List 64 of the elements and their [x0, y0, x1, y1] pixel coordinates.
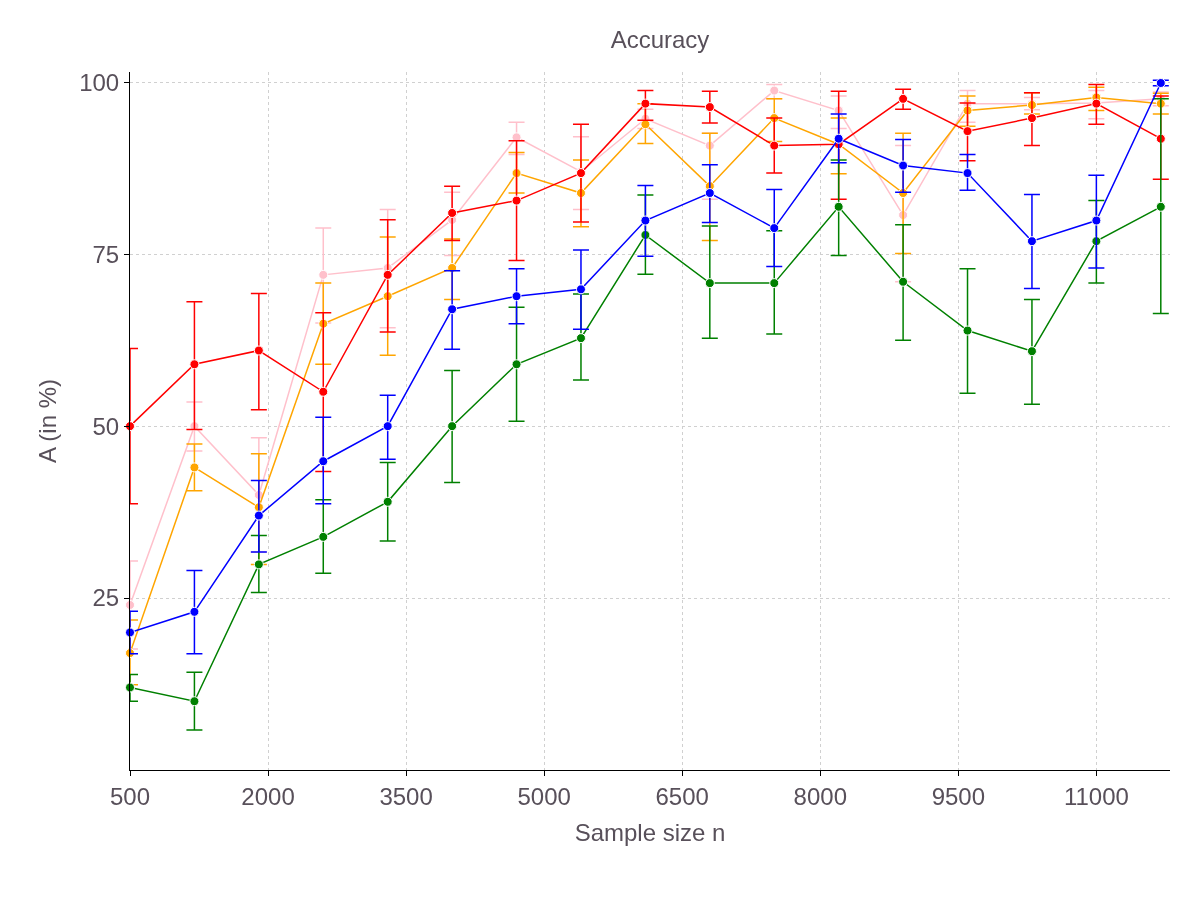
point — [575, 333, 586, 344]
point — [769, 140, 780, 151]
point — [704, 278, 715, 289]
point — [318, 531, 329, 542]
point — [189, 359, 200, 370]
point — [704, 188, 715, 199]
point — [253, 559, 264, 570]
point — [382, 496, 393, 507]
point — [640, 215, 651, 226]
point — [382, 421, 393, 432]
point — [962, 325, 973, 336]
x-tick-label: 500 — [109, 782, 151, 810]
y-tick-label: 75 — [92, 240, 120, 268]
x-tick-label: 2000 — [241, 782, 295, 810]
x-tick-label: 3500 — [379, 782, 433, 810]
point — [640, 98, 651, 109]
x-tick-label: 8000 — [793, 782, 847, 810]
point — [125, 599, 135, 610]
point — [769, 278, 780, 289]
point — [898, 276, 909, 287]
y-axis-title: A (in %) — [34, 378, 62, 464]
point — [189, 606, 200, 617]
point — [833, 201, 844, 212]
point — [962, 168, 973, 179]
point — [318, 269, 329, 280]
point — [511, 195, 522, 206]
point — [704, 102, 715, 113]
point — [318, 456, 329, 467]
point — [253, 510, 264, 521]
x-tick-label: 5000 — [517, 782, 571, 810]
y-tick-label: 50 — [92, 412, 120, 440]
point — [189, 462, 200, 473]
x-tick-label: 11000 — [1063, 782, 1129, 810]
point — [125, 682, 135, 693]
x-tick-label: 6500 — [655, 782, 709, 810]
point — [511, 291, 522, 302]
point — [447, 421, 458, 432]
point — [962, 126, 973, 137]
point — [253, 345, 264, 356]
point — [125, 421, 135, 432]
x-axis-title: Sample size n — [574, 819, 726, 847]
point — [125, 627, 135, 638]
point — [575, 284, 586, 295]
point — [382, 269, 393, 280]
point — [511, 359, 522, 370]
chart-title: Accuracy — [610, 26, 710, 54]
point — [318, 386, 329, 397]
point — [1091, 215, 1102, 226]
point — [898, 160, 909, 171]
y-tick-label: 25 — [92, 584, 120, 612]
point — [769, 223, 780, 234]
point — [833, 133, 844, 144]
point — [189, 696, 200, 707]
y-tick-label: 100 — [79, 68, 120, 96]
point — [1155, 201, 1166, 212]
x-tick-label: 9500 — [931, 782, 986, 810]
point — [769, 85, 780, 96]
point — [1155, 78, 1166, 88]
point — [447, 304, 458, 315]
point — [1026, 113, 1037, 124]
point — [1026, 236, 1037, 247]
point — [1026, 346, 1037, 357]
point — [640, 119, 651, 130]
point — [447, 207, 458, 218]
